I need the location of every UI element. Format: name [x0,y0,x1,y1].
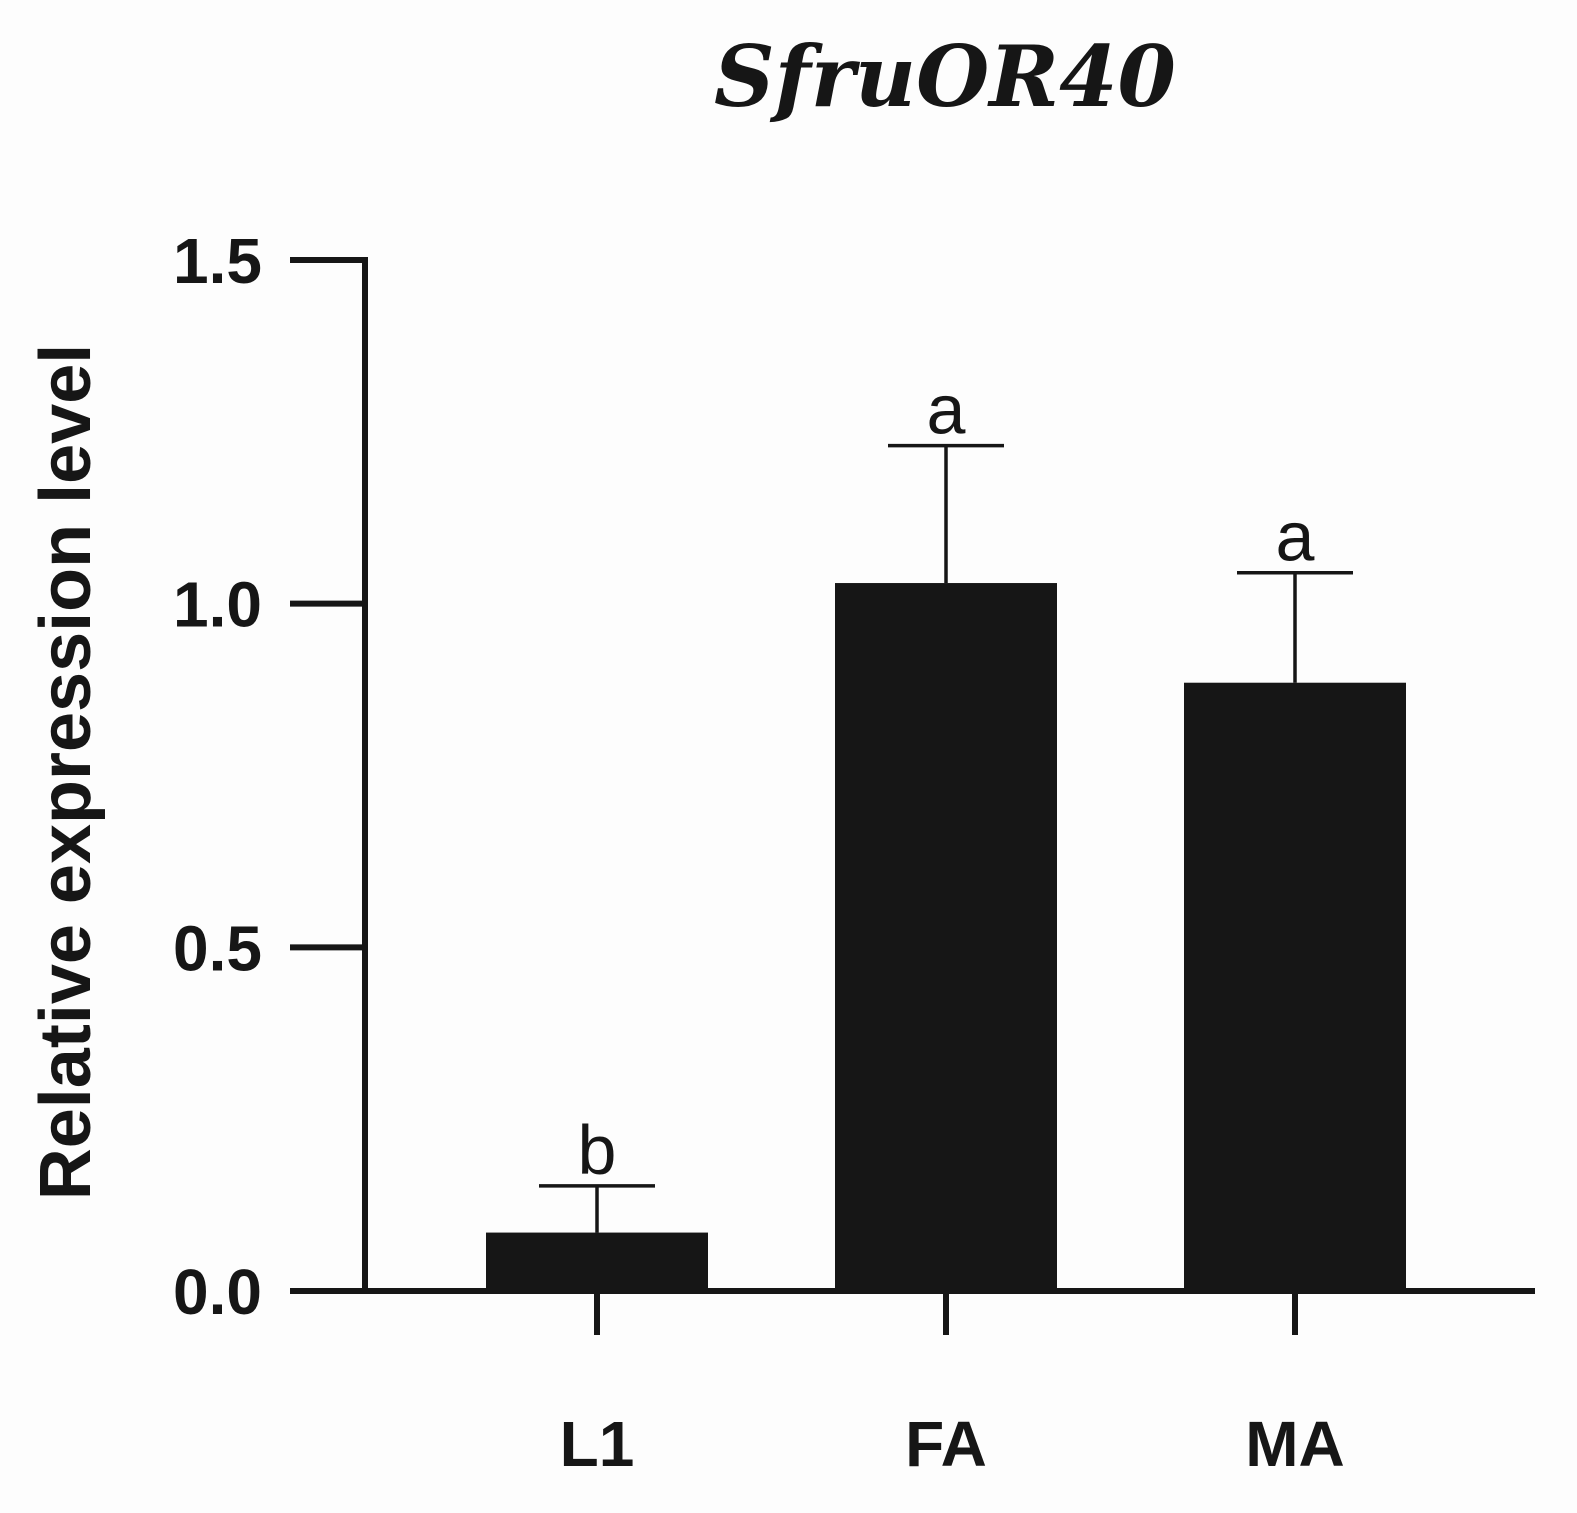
significance-label-ma: a [1276,498,1315,576]
bar-l1 [486,1232,708,1291]
significance-label-l1: b [578,1111,617,1189]
y-tick-label: 0.0 [173,1256,262,1328]
y-tick-label: 1.5 [173,225,262,297]
bar-ma [1184,682,1406,1291]
x-tick-label-l1: L1 [560,1408,635,1480]
plot-area: b L1 a FA a MA 0.0 0.5 1.0 1.5 [173,225,1535,1480]
y-axis-label: Relative expression level [26,344,106,1200]
y-tick-label: 1.0 [173,569,262,641]
bar-fa [835,583,1057,1291]
x-tick-label-fa: FA [905,1408,987,1480]
significance-label-fa: a [927,371,966,449]
x-tick-label-ma: MA [1245,1408,1345,1480]
y-tick-label: 0.5 [173,912,262,984]
chart-title: SfruOR40 [714,27,1176,126]
